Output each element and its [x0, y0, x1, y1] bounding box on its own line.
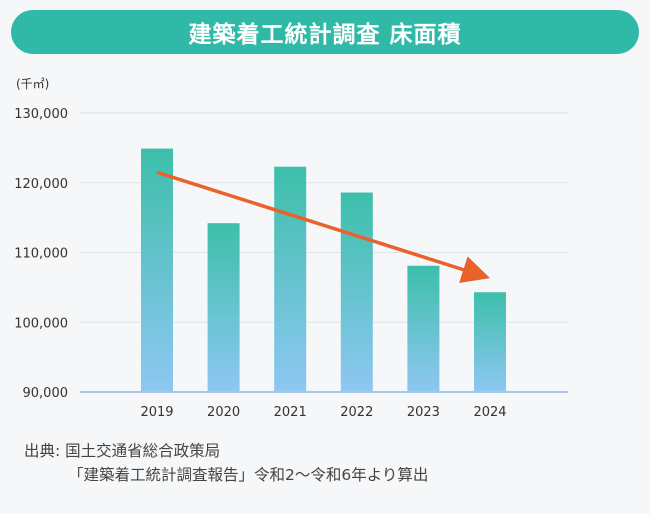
y-tick-label: 130,000: [14, 107, 68, 122]
bar-2022: [340, 192, 373, 392]
x-tick-label: 2019: [140, 405, 173, 420]
source-line-1: 出典: 国土交通省総合政策局: [24, 442, 221, 460]
x-tick-label: 2023: [407, 405, 440, 420]
bar-chart: (千㎡) 90,000 100,000 110,000 120,000 130,000 2…: [14, 77, 568, 420]
chart-title: 建築着工統計調査 床面積: [188, 22, 462, 48]
bar-2023: [407, 265, 440, 392]
source-note: 出典: 国土交通省総合政策局 「建築着工統計調査報告」令和2～令和6年より算出: [24, 439, 428, 487]
x-tick-label: 2024: [473, 405, 506, 420]
trend-arrow: [156, 170, 491, 284]
bar-2024: [474, 292, 506, 392]
y-unit-label: (千㎡): [16, 77, 49, 91]
y-tick-label: 100,000: [14, 316, 68, 331]
y-tick-label: 90,000: [23, 386, 69, 401]
x-tick-label: 2020: [207, 405, 240, 420]
bar-2020: [207, 223, 240, 392]
x-tick-label: 2021: [274, 405, 307, 420]
bar-2019: [141, 148, 173, 392]
y-tick-label: 120,000: [14, 177, 68, 192]
x-tick-label: 2022: [340, 405, 373, 420]
y-tick-label: 110,000: [14, 247, 68, 262]
source-line-2: 「建築着工統計調査報告」令和2～令和6年より算出: [68, 466, 429, 484]
bar-2021: [274, 166, 307, 392]
chart-title-banner: 建築着工統計調査 床面積: [11, 10, 639, 54]
